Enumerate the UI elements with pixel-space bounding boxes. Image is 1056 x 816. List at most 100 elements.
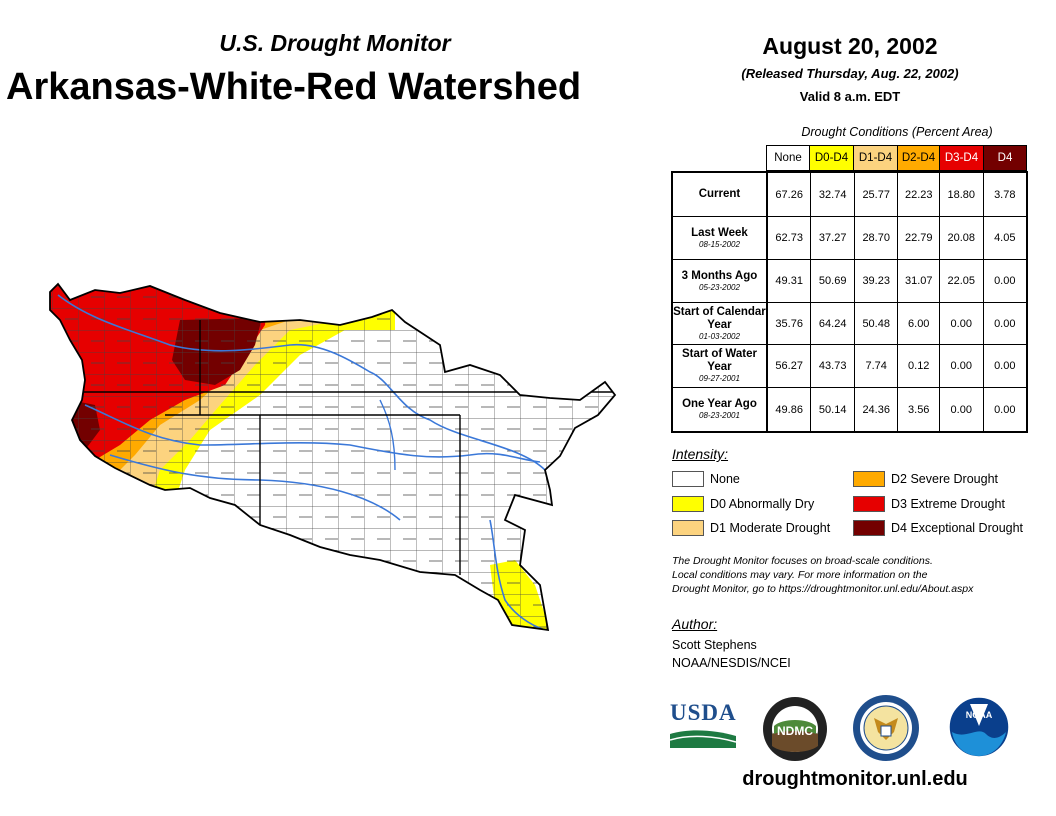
table-row: One Year Ago 08-23-2001 49.86 50.14 24.36 3.5… — [673, 388, 1026, 431]
noaa-logo: NOAA — [948, 696, 1010, 758]
legend-item: D2 Severe Drought — [853, 471, 998, 487]
table-cell: 20.08 — [940, 217, 984, 259]
author-title: Author: — [672, 616, 718, 632]
table-cell: 0.00 — [994, 360, 1016, 372]
table-cell: 50.14 — [811, 388, 855, 431]
table-row: 3 Months Ago 05-23-2002 49.31 50.69 39.23 31.… — [673, 260, 1026, 303]
table-cell: 25.77 — [855, 173, 899, 216]
release-date: (Released Thursday, Aug. 22, 2002) — [741, 66, 959, 81]
column-header: None — [766, 145, 810, 171]
table-cell: 31.07 — [898, 260, 940, 302]
table-cell: 35.76 — [768, 303, 812, 344]
table-row: Last Week 08-15-2002 62.73 37.27 28.70 22.79 2… — [673, 217, 1026, 260]
author-org: NOAA/NESDIS/NCEI — [672, 656, 791, 670]
legend-item: D1 Moderate Drought — [672, 520, 830, 536]
table-cell: 67.26 — [768, 173, 812, 216]
table-cell: 0.00 — [940, 303, 984, 344]
table-cell: 22.23 — [898, 173, 940, 216]
map-subtitle: U.S. Drought Monitor — [219, 30, 451, 56]
watershed-map — [49, 283, 616, 631]
column-header: D3-D4 — [940, 145, 984, 171]
row-label-text: Start of Water Year — [681, 348, 757, 373]
ndmc-logo-text: NDMC — [777, 724, 813, 738]
table-cell: 3.78 — [994, 188, 1016, 201]
table-cell: 0.00 — [994, 317, 1016, 330]
row-label-text: Last Week — [691, 226, 748, 239]
legend-swatch — [853, 471, 885, 487]
row-label: Last Week 08-15-2002 — [673, 217, 768, 259]
usda-logo-text: USDA — [670, 700, 737, 725]
legend-swatch — [672, 520, 704, 536]
disclaimer-note: The Drought Monitor focuses on broad-sca… — [672, 554, 1032, 596]
legend-label: D3 Extreme Drought — [891, 497, 1005, 511]
table-cell: 39.23 — [855, 260, 899, 302]
row-label: Start of Water Year 09-27-2001 — [673, 345, 768, 387]
usda-logo: USDA — [670, 700, 738, 750]
table-cell: 0.12 — [898, 345, 940, 387]
legend-swatch — [853, 496, 885, 512]
column-header: D4 — [984, 145, 1027, 171]
row-label-text: One Year Ago — [682, 398, 757, 410]
table-cell: 49.86 — [768, 388, 812, 431]
column-header: D0-D4 — [810, 145, 854, 171]
website-url[interactable]: droughtmonitor.unl.edu — [742, 768, 968, 790]
table-cell: 62.73 — [768, 217, 812, 259]
commerce-seal-logo — [853, 695, 919, 761]
author-name: Scott Stephens — [672, 638, 757, 652]
valid-time: Valid 8 a.m. EDT — [799, 89, 901, 104]
table-cell: 22.05 — [940, 260, 984, 302]
table-cell: 4.05 — [994, 232, 1016, 244]
map-date: August 20, 2002 — [762, 33, 938, 59]
table-row: Start of Water Year 09-27-2001 56.27 43.73 7… — [673, 345, 1026, 388]
legend-label: D2 Severe Drought — [891, 472, 999, 486]
column-header: D1-D4 — [854, 145, 898, 171]
legend-label: D0 Abnormally Dry — [710, 497, 815, 511]
row-label-text: Start of Calendar Year — [673, 305, 766, 331]
table-cell: 0.00 — [940, 345, 984, 387]
table-cell: 7.74 — [855, 345, 899, 387]
table-cell: 49.31 — [768, 260, 812, 302]
legend-item: D3 Extreme Drought — [853, 496, 1005, 512]
table-cell: 6.00 — [898, 303, 940, 344]
row-label: Current — [673, 173, 768, 216]
table-cell: 28.70 — [855, 217, 899, 259]
legend-swatch — [853, 520, 885, 536]
row-label-date: 08-15-2002 — [699, 239, 740, 249]
table-cell: 32.74 — [811, 173, 855, 216]
legend-label: D4 Exceptional Drought — [891, 521, 1024, 535]
note-line: Local conditions may vary. For more info… — [672, 569, 928, 581]
legend-item: D0 Abnormally Dry — [672, 496, 814, 512]
row-label: Start of Calendar Year 01-03-2002 — [673, 303, 768, 344]
column-header: D2-D4 — [898, 145, 940, 171]
table-cell: 0.00 — [940, 388, 984, 431]
row-label-date: 01-03-2002 — [699, 331, 740, 341]
row-label-text: Current — [698, 188, 741, 200]
table-cell: 50.69 — [811, 260, 855, 302]
legend-label: None — [710, 472, 740, 486]
note-line: The Drought Monitor focuses on broad-sca… — [672, 555, 933, 567]
legend-item: D4 Exceptional Drought — [853, 520, 1023, 536]
row-label-date: 08-23-2001 — [699, 411, 740, 420]
row-label: 3 Months Ago 05-23-2002 — [673, 260, 768, 302]
legend-swatch — [672, 496, 704, 512]
noaa-logo-text: NOAA — [966, 710, 993, 720]
table-cell: 3.56 — [898, 388, 940, 431]
table-cell: 22.79 — [898, 217, 940, 259]
table-cell: 18.80 — [940, 173, 984, 216]
table-row: Current 67.26 32.74 25.77 22.23 18.80 3.78 — [673, 173, 1026, 217]
table-header: None D0-D4 D1-D4 D2-D4 D3-D4 D4 — [766, 145, 1027, 171]
legend-label: D1 Moderate Drought — [710, 521, 831, 535]
table-cell: 50.48 — [855, 303, 899, 344]
row-label-date: 05-23-2002 — [699, 282, 740, 292]
legend-swatch — [672, 471, 704, 487]
table-row: Start of Calendar Year 01-03-2002 35.76 64.… — [673, 303, 1026, 345]
ndmc-logo: NDMC — [763, 697, 827, 761]
table-cell: 24.36 — [855, 388, 899, 431]
legend-title: Intensity: — [672, 446, 729, 462]
table-cell: 64.24 — [811, 303, 855, 344]
table-caption: Drought Conditions (Percent Area) — [801, 125, 993, 139]
table-cell: 37.27 — [811, 217, 855, 259]
table-cell: 0.00 — [994, 275, 1016, 287]
table-cell: 43.73 — [811, 345, 855, 387]
legend-item: None — [672, 471, 740, 487]
